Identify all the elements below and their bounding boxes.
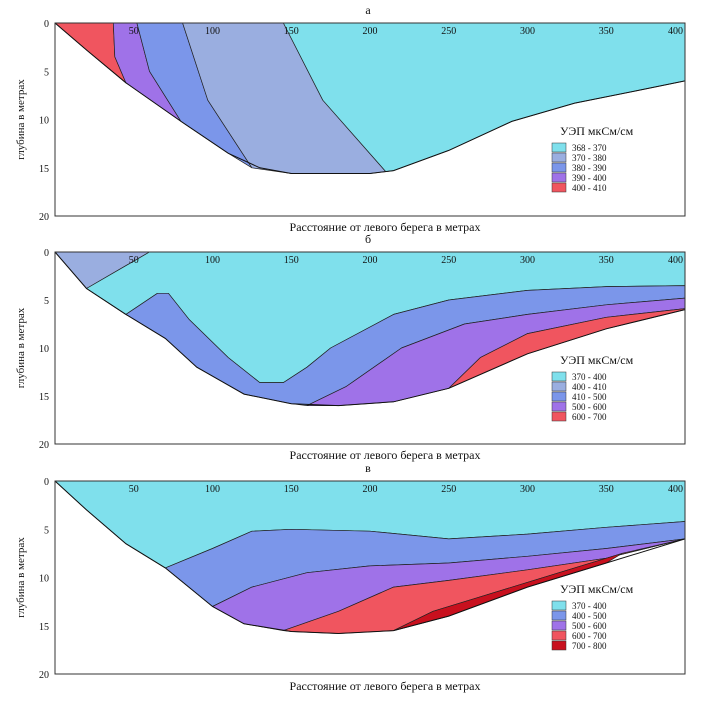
x-tick-label: 50 — [129, 484, 139, 495]
riverbed-line — [54, 480, 686, 635]
legend-label: 600 - 700 — [572, 412, 607, 422]
x-tick-label: 250 — [441, 26, 456, 37]
y-tick-label: 10 — [39, 116, 49, 127]
plot-frame — [54, 251, 686, 445]
legend-label: 400 - 410 — [572, 382, 607, 392]
panel-title: в — [365, 461, 371, 475]
plot-frame — [54, 22, 686, 217]
legend-label: 370 - 400 — [572, 601, 607, 611]
x-tick-label: 100 — [205, 484, 220, 495]
x-tick-label: 200 — [363, 484, 378, 495]
y-tick-label: 20 — [39, 670, 49, 681]
x-tick-label: 100 — [205, 255, 220, 266]
y-tick-label: 10 — [39, 344, 49, 355]
x-tick-label: 200 — [363, 26, 378, 37]
chart-panel-1: 50 100 150 200 250 300 350 400 0 5 10 15 20 глубина в… — [15, 3, 686, 234]
legend-swatch — [551, 630, 567, 641]
x-tick-label: 400 — [668, 484, 683, 495]
riverbed-line — [54, 251, 686, 407]
x-axis-label: Расстояние от левого берега в метрах — [290, 220, 481, 234]
legend-label: 600 - 700 — [572, 631, 607, 641]
y-axis-label: глубина в метрах — [15, 307, 27, 388]
legend-swatch — [551, 182, 567, 193]
x-tick-label: 150 — [284, 484, 299, 495]
y-tick-label: 5 — [44, 525, 49, 536]
legend-label: 368 - 370 — [572, 143, 607, 153]
y-tick-label: 0 — [44, 248, 49, 259]
legend-swatch — [551, 162, 567, 173]
legend-label: 390 - 400 — [572, 173, 607, 183]
x-tick-label: 100 — [205, 26, 220, 37]
chart-panel-3: 50 100 150 200 250 300 350 400 0 5 10 15 20 глубина в… — [15, 461, 686, 693]
y-tick-label: 20 — [39, 212, 49, 223]
legend-title: УЭП мкСм/см — [560, 353, 634, 367]
x-tick-label: 400 — [668, 255, 683, 266]
x-tick-label: 400 — [668, 26, 683, 37]
x-tick-label: 350 — [599, 26, 614, 37]
legend-label: 500 - 600 — [572, 402, 607, 412]
y-axis-label: глубина в метрах — [15, 537, 27, 618]
legend-label: 700 - 800 — [572, 641, 607, 651]
legend-label: 500 - 600 — [572, 621, 607, 631]
legend-title: УЭП мкСм/см — [560, 582, 634, 596]
legend-swatch — [551, 142, 567, 153]
x-tick-label: 200 — [363, 255, 378, 266]
legend-label: 400 - 410 — [572, 183, 607, 193]
legend-title: УЭП мкСм/см — [560, 124, 634, 138]
legend-swatch — [551, 391, 567, 402]
legend-swatch — [551, 600, 567, 611]
legend-swatch — [551, 381, 567, 392]
legend-swatch — [551, 610, 567, 621]
x-tick-label: 250 — [441, 255, 456, 266]
x-tick-label: 300 — [520, 26, 535, 37]
x-axis-label: Расстояние от левого берега в метрах — [290, 679, 481, 693]
plot-frame — [54, 480, 686, 675]
legend-swatch — [551, 152, 567, 163]
legend-label: 370 - 380 — [572, 153, 607, 163]
y-tick-label: 0 — [44, 477, 49, 488]
y-tick-label: 15 — [39, 622, 49, 633]
legend-swatch — [551, 401, 567, 412]
legend-label: 400 - 500 — [572, 611, 607, 621]
panel-title: а — [365, 3, 371, 17]
legend-label: 370 - 400 — [572, 372, 607, 382]
legend-swatch — [551, 620, 567, 631]
x-axis-label: Расстояние от левого берега в метрах — [290, 448, 481, 462]
x-tick-label: 150 — [284, 255, 299, 266]
legend-swatch — [551, 172, 567, 183]
legend-swatch — [551, 411, 567, 422]
y-tick-label: 15 — [39, 392, 49, 403]
panel-title: б — [365, 232, 371, 246]
x-tick-label: 350 — [599, 255, 614, 266]
legend-label: 380 - 390 — [572, 163, 607, 173]
y-tick-label: 15 — [39, 164, 49, 175]
y-axis-label: глубина в метрах — [15, 79, 27, 160]
x-tick-label: 350 — [599, 484, 614, 495]
x-tick-label: 300 — [520, 484, 535, 495]
x-tick-label: 150 — [284, 26, 299, 37]
legend-label: 410 - 500 — [572, 392, 607, 402]
x-tick-label: 50 — [129, 26, 139, 37]
x-tick-label: 50 — [129, 255, 139, 266]
y-tick-label: 10 — [39, 574, 49, 585]
legend-swatch — [551, 371, 567, 382]
legend-swatch — [551, 640, 567, 651]
chart-panel-2: 50 100 150 200 250 300 350 400 0 5 10 15 20 глубина в… — [15, 232, 686, 462]
x-tick-label: 250 — [441, 484, 456, 495]
x-tick-label: 300 — [520, 255, 535, 266]
y-tick-label: 20 — [39, 440, 49, 451]
y-tick-label: 0 — [44, 19, 49, 30]
y-tick-label: 5 — [44, 296, 49, 307]
y-tick-label: 5 — [44, 67, 49, 78]
riverbed-line — [54, 22, 686, 174]
